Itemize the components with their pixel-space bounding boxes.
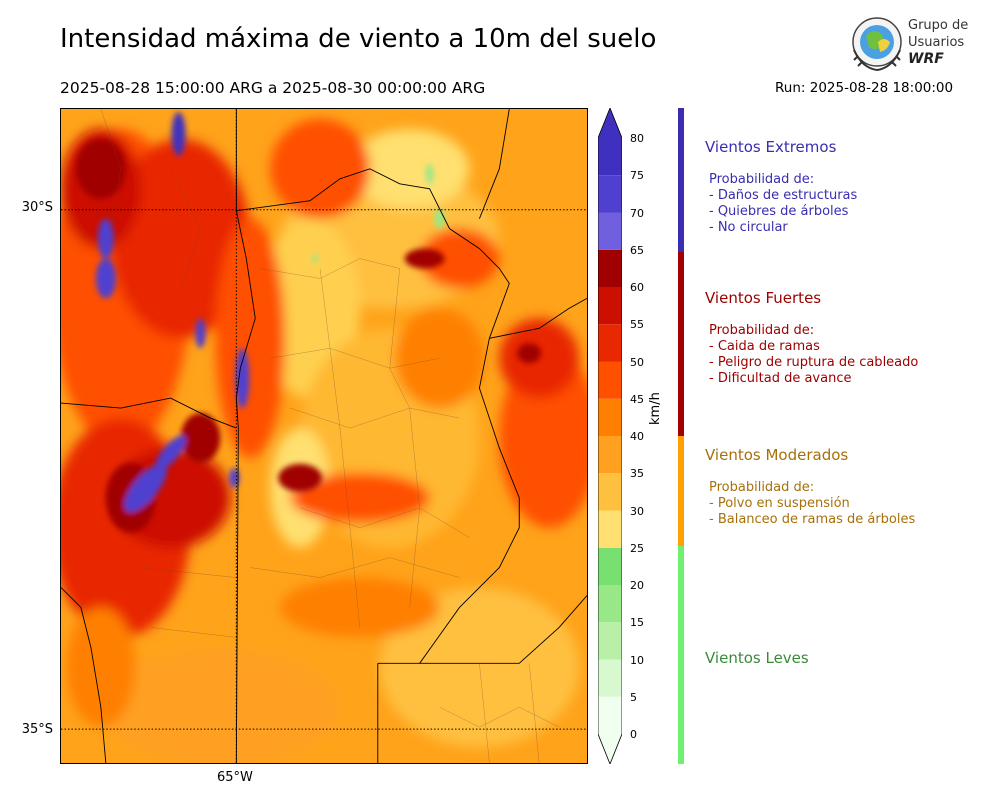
wind-gust-map	[51, 108, 599, 767]
band-light	[678, 546, 684, 764]
colorbar-tick-label: 70	[630, 206, 644, 220]
wind-field-raster	[51, 108, 599, 767]
category-desc-strong: Probabilidad de: - Caida de ramas - Peli…	[709, 323, 918, 387]
colorbar-band	[598, 175, 622, 213]
desc-line: - Dificultad de avance	[709, 371, 852, 386]
desc-line: - Daños de estructuras	[709, 188, 858, 203]
lat-label-35s: 35°S	[21, 722, 53, 737]
colorbar-band	[598, 287, 622, 325]
colorbar-band	[598, 361, 622, 399]
colorbar-tick-label: 80	[630, 132, 644, 145]
category-desc-moderate: Probabilidad de: - Polvo en suspensión -…	[709, 480, 915, 528]
colorbar-tick-label: 75	[630, 169, 644, 183]
model-run-label: Run: 2025-08-28 18:00:00	[775, 80, 954, 96]
colorbar-tick-label: 45	[630, 392, 644, 406]
wind-speed-colorbar	[598, 108, 622, 764]
forecast-period: 2025-08-28 15:00:00 ARG a 2025-08-30 00:…	[60, 79, 486, 97]
colorbar-band	[598, 659, 622, 697]
colorbar-band	[598, 696, 622, 764]
category-title-moderate: Vientos Moderados	[705, 446, 849, 464]
desc-line: Probabilidad de:	[709, 480, 815, 495]
band-strong	[678, 252, 684, 436]
desc-line: Probabilidad de:	[709, 172, 815, 187]
category-title-strong: Vientos Fuertes	[705, 289, 822, 307]
colorbar-tick-label: 0	[630, 728, 637, 741]
colorbar-band	[598, 324, 622, 362]
desc-line: - Quiebres de árboles	[709, 204, 849, 219]
colorbar-tick-label: 30	[630, 504, 644, 518]
colorbar-tick-label: 5	[630, 690, 637, 704]
desc-line: Probabilidad de:	[709, 323, 815, 338]
colorbar-tick-label: 50	[630, 355, 644, 369]
logo-text-line2: Usuarios	[908, 35, 965, 50]
desc-line: - Polvo en suspensión	[709, 496, 850, 511]
colorbar-tick-label: 10	[630, 653, 644, 667]
category-desc-extreme: Probabilidad de: - Daños de estructuras …	[709, 172, 857, 236]
colorbar-band	[598, 108, 622, 176]
logo-text-line1: Grupo de	[908, 18, 969, 33]
desc-line: - Caida de ramas	[709, 339, 820, 354]
band-extreme	[678, 108, 684, 252]
band-moderate	[678, 436, 684, 546]
colorbar-tick-label: 25	[630, 541, 644, 555]
logo-text-wrf: WRF	[908, 51, 944, 67]
wrf-users-logo: Grupo de Usuarios WRF	[848, 16, 978, 74]
colorbar-band	[598, 585, 622, 623]
colorbar-band	[598, 398, 622, 436]
colorbar-band	[598, 212, 622, 250]
desc-line: - Peligro de ruptura de cableado	[709, 355, 919, 370]
colorbar-band	[598, 473, 622, 511]
colorbar-tick-label: 20	[630, 579, 644, 592]
colorbar-tick-label: 40	[630, 430, 644, 443]
lon-label-65w: 65°W	[217, 770, 253, 785]
colorbar-tick-label: 60	[630, 281, 644, 294]
colorbar-tick-label: 55	[630, 318, 644, 332]
desc-line: - Balanceo de ramas de árboles	[709, 512, 916, 527]
colorbar-tick-label: 65	[630, 243, 644, 257]
category-title-extreme: Vientos Extremos	[705, 138, 837, 156]
lat-label-30s: 30°S	[21, 200, 53, 215]
colorbar-unit-label: km/h	[648, 392, 663, 425]
category-title-light: Vientos Leves	[705, 649, 809, 667]
map-title: Intensidad máxima de viento a 10m del su…	[60, 24, 657, 54]
globe-logo-icon	[852, 17, 902, 72]
desc-line: - No circular	[709, 220, 788, 235]
colorbar-band	[598, 547, 622, 585]
colorbar-tick-label: 15	[630, 616, 644, 630]
colorbar-band	[598, 249, 622, 287]
colorbar-band	[598, 510, 622, 548]
colorbar-tick-label: 35	[630, 467, 644, 481]
colorbar-band	[598, 622, 622, 660]
colorbar-band	[598, 436, 622, 474]
